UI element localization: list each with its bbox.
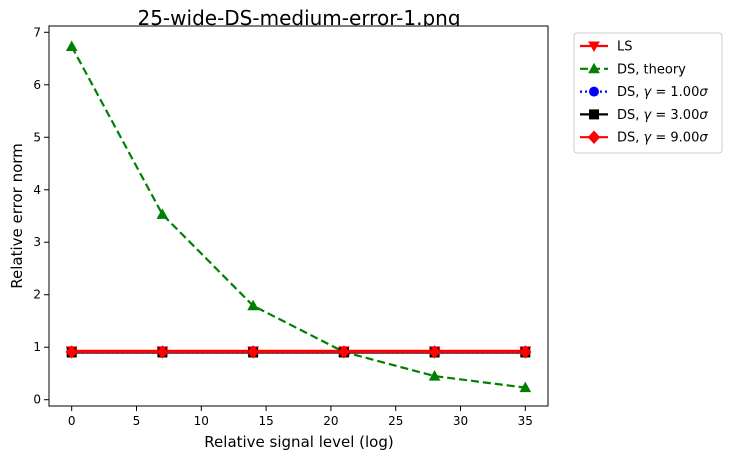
y-tick-label: 7	[33, 25, 41, 39]
data-point	[65, 40, 78, 51]
y-tick-label: 1	[33, 340, 41, 354]
x-axis-label: Relative signal level (log)	[204, 433, 393, 451]
legend-label: DS, γ = 9.00σ	[617, 131, 708, 146]
data-point	[428, 345, 441, 359]
axes-frame	[48, 25, 549, 407]
x-tick-label: 15	[258, 414, 273, 428]
x-axis-ticks: 0 5 10 15 20 25 30 35	[68, 406, 533, 428]
legend: LS DS, theory DS, γ = 1.00σ DS, γ = 3.00σ DS…	[573, 32, 723, 154]
y-axis-label: Relative error norm	[8, 143, 26, 289]
legend-entry: DS, γ = 3.00σ	[580, 108, 708, 123]
legend-label: DS, γ = 3.00σ	[617, 108, 708, 123]
y-tick-label: 6	[33, 78, 41, 92]
data-point	[156, 208, 169, 219]
data-point	[156, 345, 169, 359]
legend-marker	[589, 86, 599, 97]
x-tick-label: 30	[453, 414, 468, 428]
legend-entry: DS, γ = 9.00σ	[580, 130, 708, 146]
data-point	[519, 381, 532, 393]
data-point	[247, 299, 259, 311]
x-tick-label: 10	[194, 414, 209, 428]
legend-label: DS, γ = 1.00σ	[617, 85, 708, 100]
series-5	[65, 345, 532, 359]
legend-frame	[573, 32, 723, 154]
legend-marker	[587, 130, 601, 144]
legend-entry: DS, γ = 1.00σ	[580, 85, 708, 100]
data-point	[65, 345, 78, 359]
legend-marker	[588, 62, 600, 74]
legend-entry: LS	[580, 40, 633, 55]
data-point	[428, 370, 441, 381]
y-axis-ticks: 0 1 2 3 4 5 6 7	[33, 25, 49, 407]
y-tick-label: 3	[33, 235, 41, 249]
legend-entry: DS, theory	[580, 62, 686, 77]
x-tick-label: 0	[68, 414, 76, 428]
series-layer	[65, 40, 532, 393]
x-tick-label: 35	[518, 414, 533, 428]
data-point	[519, 345, 532, 359]
x-tick-label: 25	[388, 414, 403, 428]
y-tick-label: 5	[33, 130, 41, 144]
x-tick-label: 20	[323, 414, 338, 428]
x-tick-label: 5	[133, 414, 141, 428]
legend-marker	[588, 41, 600, 53]
data-point	[337, 345, 351, 359]
legend-label: LS	[617, 40, 633, 55]
y-tick-label: 4	[33, 183, 41, 197]
legend-marker	[589, 109, 599, 120]
series-line	[70, 45, 526, 389]
data-point	[246, 345, 260, 359]
legend-label: DS, theory	[617, 62, 686, 77]
y-tick-label: 2	[33, 288, 41, 302]
y-tick-label: 0	[33, 393, 41, 407]
plot-area: 0 5 10 15 20 25 30 35 0 1 2 3 4 5 6 7	[33, 25, 549, 428]
